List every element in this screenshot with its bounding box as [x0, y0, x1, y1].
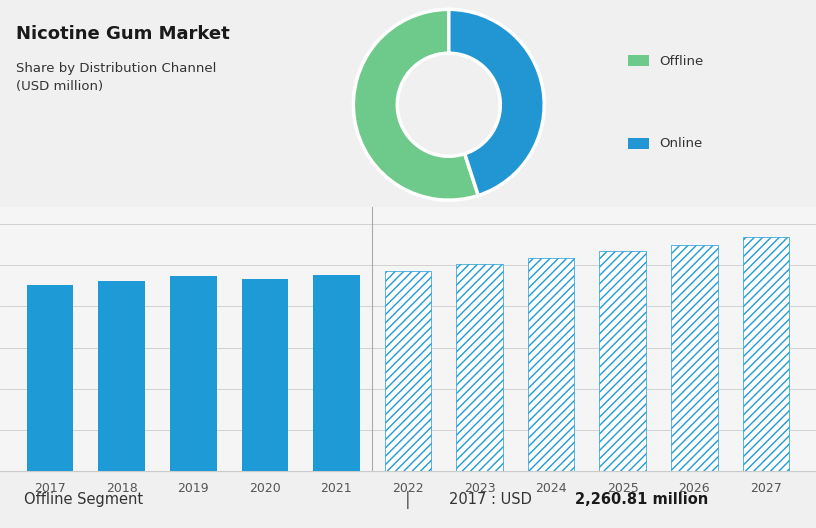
Bar	[27, 285, 73, 472]
Text: Offline: Offline	[659, 55, 703, 68]
Bar	[671, 244, 717, 472]
Bar	[242, 279, 288, 472]
Text: 2017 : USD: 2017 : USD	[449, 492, 536, 507]
Text: Offline Segment: Offline Segment	[24, 492, 144, 507]
Text: Share by Distribution Channel
(USD million): Share by Distribution Channel (USD milli…	[16, 62, 217, 93]
Bar	[99, 281, 145, 472]
Bar	[628, 138, 649, 149]
Text: Online: Online	[659, 137, 703, 150]
Text: Nicotine Gum Market: Nicotine Gum Market	[16, 25, 230, 43]
Bar	[743, 237, 789, 472]
Bar	[456, 265, 503, 472]
Bar	[600, 251, 646, 472]
Bar	[170, 276, 216, 472]
Bar	[528, 258, 574, 472]
Bar	[384, 271, 432, 472]
Bar	[313, 275, 360, 472]
Bar	[628, 55, 649, 67]
Text: 2,260.81 million: 2,260.81 million	[575, 492, 708, 507]
Text: |: |	[406, 491, 410, 508]
